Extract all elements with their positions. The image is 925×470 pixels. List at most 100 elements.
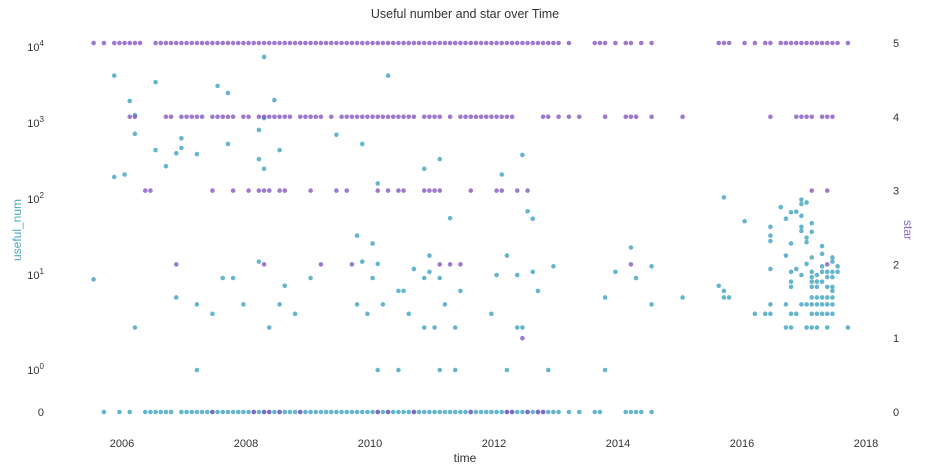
star-point xyxy=(783,40,789,46)
useful-num-point xyxy=(804,200,809,205)
useful-num-point xyxy=(830,302,835,307)
star-point xyxy=(716,40,722,46)
useful-num-point xyxy=(799,197,804,202)
useful-num-point xyxy=(804,302,809,307)
star-point xyxy=(153,40,158,46)
useful-num-point xyxy=(344,409,350,415)
star-point xyxy=(199,40,205,46)
star-point xyxy=(721,40,727,46)
star-point xyxy=(478,114,484,120)
star-point xyxy=(499,40,505,46)
useful-num-point xyxy=(421,275,427,281)
star-point xyxy=(277,188,282,193)
star-point xyxy=(184,40,189,46)
useful-num-point xyxy=(592,409,598,415)
x-axis-label: time xyxy=(454,451,477,465)
star-point xyxy=(458,114,463,120)
useful-num-point xyxy=(768,224,773,230)
useful-num-point xyxy=(835,269,840,275)
star-point xyxy=(375,40,381,46)
useful-num-point xyxy=(215,409,220,415)
useful-num-point xyxy=(824,269,830,275)
useful-num-point xyxy=(313,409,319,415)
star-point xyxy=(194,40,200,46)
x-tick-label: 2014 xyxy=(606,438,630,450)
useful-num-point xyxy=(246,409,251,415)
star-point xyxy=(638,40,644,46)
useful-num-point xyxy=(194,302,200,307)
star-point xyxy=(189,114,195,120)
useful-num-point xyxy=(111,174,117,180)
useful-num-point xyxy=(282,409,288,415)
useful-num-point xyxy=(163,409,169,415)
star-points xyxy=(91,40,851,415)
useful-num-point xyxy=(153,79,158,85)
star-point xyxy=(132,114,138,120)
useful-num-point xyxy=(437,367,443,373)
useful-num-point xyxy=(788,269,794,275)
star-point xyxy=(390,40,396,46)
useful-num-point xyxy=(788,279,794,285)
useful-num-point xyxy=(401,288,406,294)
useful-num-point xyxy=(158,409,164,415)
star-point xyxy=(411,40,417,46)
star-point xyxy=(421,40,427,46)
star-point xyxy=(215,114,220,120)
useful-num-point xyxy=(189,409,195,415)
useful-num-point xyxy=(499,172,505,177)
star-point xyxy=(344,40,350,46)
star-point xyxy=(804,114,809,120)
useful-num-point xyxy=(225,141,231,147)
right-y-tick-label: 3 xyxy=(893,186,899,198)
star-point xyxy=(137,40,143,46)
right-y-tick-label: 4 xyxy=(893,112,899,124)
useful-num-point xyxy=(830,259,835,264)
star-point xyxy=(251,409,257,415)
useful-num-point xyxy=(824,302,830,307)
star-point xyxy=(793,40,799,46)
useful-num-point xyxy=(452,367,458,373)
useful-num-point xyxy=(385,73,391,78)
useful-num-point xyxy=(432,409,437,415)
star-point xyxy=(349,262,355,267)
useful-num-point xyxy=(442,409,448,415)
right-y-tick-label: 5 xyxy=(893,38,899,50)
useful-num-point xyxy=(809,269,815,275)
star-point xyxy=(385,409,391,415)
useful-num-point xyxy=(421,325,427,330)
star-point xyxy=(509,409,515,415)
star-point xyxy=(421,114,427,120)
star-point xyxy=(411,409,417,415)
useful-num-point xyxy=(277,147,282,153)
star-point xyxy=(473,114,479,120)
star-point xyxy=(199,114,205,120)
star-point xyxy=(266,188,272,193)
star-point xyxy=(602,40,608,46)
star-point xyxy=(525,188,530,193)
star-point xyxy=(824,188,830,193)
star-point xyxy=(158,40,164,46)
star-point xyxy=(411,114,417,120)
useful-num-point xyxy=(303,409,308,415)
star-point xyxy=(282,188,288,193)
useful-num-point xyxy=(328,409,334,415)
useful-num-point xyxy=(504,367,510,373)
star-point xyxy=(318,40,324,46)
star-point xyxy=(127,40,133,46)
star-point xyxy=(804,40,809,46)
useful-num-point xyxy=(514,272,520,278)
star-point xyxy=(778,40,784,46)
star-point xyxy=(168,114,174,120)
star-point xyxy=(427,188,432,193)
useful-num-point xyxy=(292,311,298,317)
useful-num-point xyxy=(545,409,551,415)
star-point xyxy=(266,409,272,415)
useful-num-point xyxy=(793,209,799,215)
useful-num-point xyxy=(824,325,830,330)
useful-num-point xyxy=(530,409,536,415)
star-point xyxy=(809,114,815,120)
useful-num-point xyxy=(266,325,272,330)
star-point xyxy=(752,40,758,46)
useful-num-point xyxy=(814,272,820,278)
star-point xyxy=(468,188,474,193)
